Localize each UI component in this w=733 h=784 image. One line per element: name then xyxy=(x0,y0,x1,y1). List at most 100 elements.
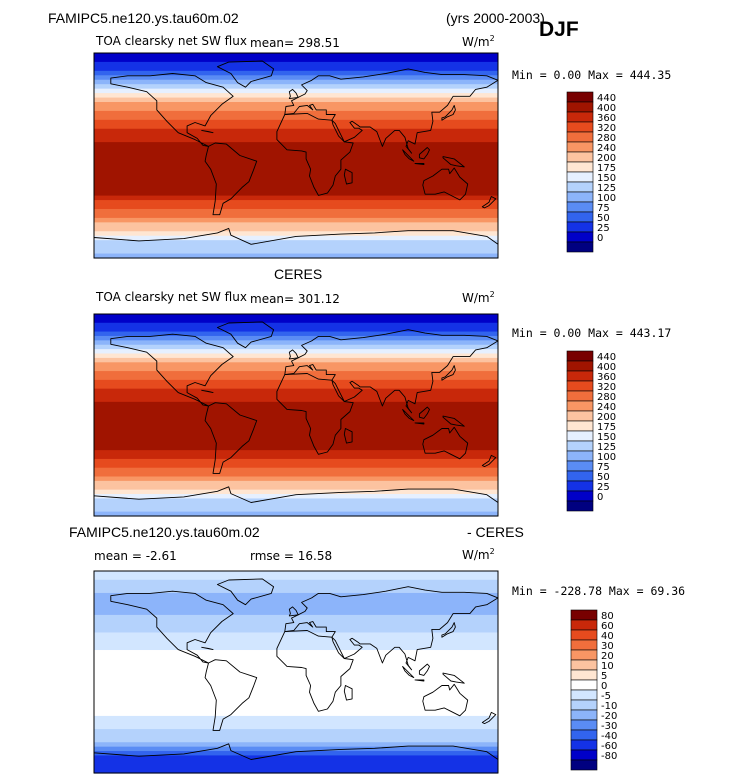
lat-band xyxy=(94,458,498,464)
colorbar-tick-label: 200 xyxy=(597,153,616,164)
lat-band xyxy=(94,623,498,629)
lat-band xyxy=(94,511,498,517)
coastline xyxy=(422,683,469,717)
lat-band xyxy=(94,208,498,215)
coastline xyxy=(276,373,354,455)
lat-band xyxy=(94,610,498,616)
lat-band xyxy=(94,128,498,134)
map-ceres xyxy=(93,313,499,517)
lat-band xyxy=(94,137,498,143)
coastline xyxy=(216,60,275,88)
coastline xyxy=(441,365,456,381)
colorbar-tick-label: 360 xyxy=(597,372,616,383)
lat-band xyxy=(94,164,498,170)
coastline xyxy=(442,415,465,427)
lat-band xyxy=(94,737,498,743)
colorbar-tick-label: 200 xyxy=(597,412,616,423)
lat-band xyxy=(94,571,498,576)
map-difference xyxy=(93,570,499,774)
lat-band xyxy=(94,173,498,179)
lat-band xyxy=(94,698,498,704)
lat-band xyxy=(94,406,498,412)
lat-band xyxy=(94,601,498,607)
coastline xyxy=(402,408,415,422)
panel1-mean: mean= 298.51 xyxy=(250,36,340,50)
colorbar-tick-label: 150 xyxy=(597,173,616,184)
colorbar-swatch xyxy=(566,450,594,462)
lat-band xyxy=(94,371,498,377)
lat-band xyxy=(94,663,498,669)
colorbar-tick-label: 280 xyxy=(597,133,616,144)
lat-band xyxy=(94,235,498,241)
coastline xyxy=(418,406,430,419)
colorbar-swatch xyxy=(566,370,594,382)
colorbar-swatch xyxy=(570,689,598,701)
lat-band xyxy=(94,217,498,223)
coastline xyxy=(481,711,497,725)
coastline xyxy=(442,156,465,168)
lat-band xyxy=(94,410,498,416)
panel1-title: TOA clearsky net SW flux xyxy=(96,34,247,48)
colorbar-swatch xyxy=(570,619,598,631)
lat-band xyxy=(94,476,498,482)
lat-band xyxy=(94,249,498,255)
colorbar-swatch xyxy=(566,350,594,362)
lat-band xyxy=(94,97,498,103)
coastline xyxy=(284,329,499,414)
lat-band xyxy=(94,720,498,726)
colorbar-swatch xyxy=(566,201,594,213)
lat-band xyxy=(94,159,498,166)
panel3-minmax: Min = -228.78 Max = 69.36 xyxy=(512,584,686,598)
coastline xyxy=(441,104,456,121)
coastline xyxy=(402,149,415,162)
lat-band xyxy=(94,379,498,385)
colorbar-tick-label: 100 xyxy=(597,193,616,204)
lat-band xyxy=(94,151,498,157)
lat-band xyxy=(94,507,498,513)
lat-band xyxy=(94,57,498,63)
lat-band xyxy=(94,226,498,232)
lat-band xyxy=(94,498,498,504)
lat-band xyxy=(94,102,498,108)
colorbar-swatch xyxy=(566,390,594,402)
lat-band xyxy=(94,93,498,99)
lat-band xyxy=(94,322,498,328)
colorbar-tick-label: 320 xyxy=(597,382,616,393)
colorbar-swatch xyxy=(570,649,598,661)
colorbar-tick-label: 25 xyxy=(597,223,610,234)
colorbar-tick-label: 320 xyxy=(597,123,616,134)
lat-band xyxy=(94,397,498,403)
colorbar-swatch xyxy=(566,360,594,372)
years-label: (yrs 2000-2003) xyxy=(446,10,545,26)
lat-band xyxy=(94,428,498,434)
lat-band xyxy=(94,393,498,399)
colorbar-swatch xyxy=(566,380,594,392)
coastline xyxy=(201,389,214,394)
colorbar-tick-label: 75 xyxy=(597,203,610,214)
colorbar-swatch xyxy=(566,231,594,243)
lat-band xyxy=(94,244,498,250)
colorbar-swatch xyxy=(570,629,598,641)
lat-band xyxy=(94,195,498,201)
colorbar-tick-label: -10 xyxy=(601,701,617,712)
lat-band xyxy=(94,331,498,337)
lat-band xyxy=(94,463,498,469)
coastline xyxy=(418,663,430,676)
panel1-minmax: Min = 0.00 Max = 444.35 xyxy=(512,68,672,82)
colorbar-swatch xyxy=(570,659,598,671)
lat-band xyxy=(94,88,498,94)
lat-band xyxy=(94,489,498,495)
panel3-units: W/m2 xyxy=(462,547,495,562)
colorbar-swatch xyxy=(566,480,594,492)
panel1-units: W/m2 xyxy=(462,34,495,49)
lat-band xyxy=(94,751,498,757)
lat-band xyxy=(94,764,498,770)
lat-band xyxy=(94,711,498,717)
lat-band xyxy=(94,485,498,491)
lat-band xyxy=(94,182,498,188)
lat-band xyxy=(94,450,498,456)
lat-band xyxy=(94,588,498,594)
colorbar-tick-label: 440 xyxy=(597,352,616,363)
colorbar-tick-label: 0 xyxy=(597,233,603,244)
lat-band xyxy=(94,423,498,429)
